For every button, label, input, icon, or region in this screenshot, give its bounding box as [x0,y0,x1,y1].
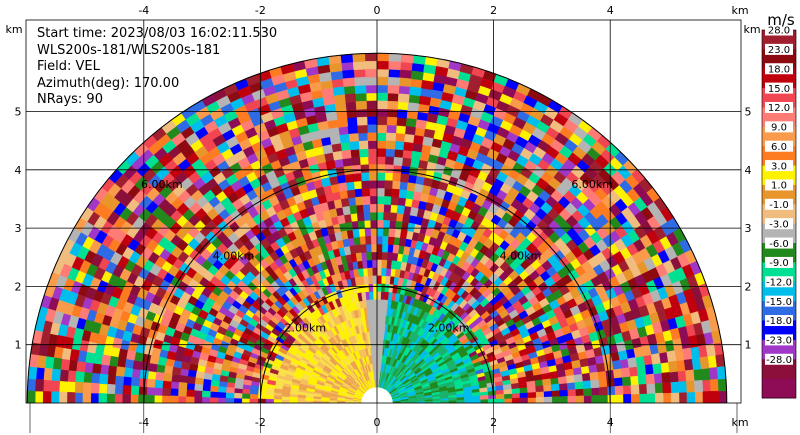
colorbar-label: -28.0 [766,355,792,366]
colorbar-label-bg [765,179,793,191]
colorbar-label-bg [765,121,793,133]
colorbar-label-bg [765,82,793,94]
y-unit-right: km [743,23,760,36]
colorbar-label: 15.0 [768,84,790,95]
y-tick-label-right: 4 [745,164,752,177]
colorbar-label: 18.0 [768,64,790,75]
colorbar-label-bg [765,24,793,36]
x-tick-label-top: -4 [138,4,149,17]
y-tick-label-right: 2 [745,280,752,293]
colorbar-label-bg [765,160,793,172]
y-tick-label-right: 5 [745,106,752,119]
colorbar-label-bg [765,63,793,75]
range-ring [26,52,728,404]
range-ring-label: 2.00km [428,321,470,334]
colorbar-label: -12.0 [766,277,792,288]
colorbar-label: -23.0 [766,336,792,347]
colorbar-label: 12.0 [768,103,790,114]
colorbar-label-bg [765,140,793,152]
x-tick-label-top: -2 [255,4,266,17]
colorbar-label-bg [765,256,793,268]
colorbar-label: 23.0 [768,45,790,56]
colorbar-label: -1.0 [769,200,789,211]
colorbar-label-bg [765,198,793,210]
colorbar-label: 1.0 [771,181,787,192]
colorbar-label-bg [765,295,793,307]
colorbar-label-bg [765,334,793,346]
colorbar-label: 9.0 [771,123,787,134]
y-tick-label-right: 3 [745,222,752,235]
field-cells [52,53,712,404]
colorbar-label: -3.0 [769,219,789,230]
nrays-value: NRays: 90 [37,92,103,107]
y-tick-label-left: 3 [15,222,22,235]
range-ring [143,169,611,404]
x-unit-bottom: km [731,416,748,429]
colorbar-label-bg [765,353,793,365]
colorbar-label-bg [765,43,793,55]
y-tick-label-left: 4 [15,164,22,177]
field-name: Field: VEL [37,59,100,74]
colorbar-label-bg [765,315,793,327]
instrument-name: WLS200s-181/WLS200s-181 [37,42,221,58]
range-ring-label: 6.00km [571,178,613,191]
azimuth-value: Azimuth(deg): 170.00 [37,75,180,91]
colorbar-label: -18.0 [766,316,792,327]
range-ring-label: 2.00km [284,321,326,334]
colorbar-label-bg [765,276,793,288]
colorbar-label: -6.0 [769,239,789,250]
colorbar-label: -9.0 [769,258,789,269]
y-tick-label-left: 2 [15,280,22,293]
range-ring-label: 4.00km [213,250,255,263]
colorbar-label: 6.0 [771,142,787,153]
range-rings: 2.00km 2.00km 4.00km 4.00km 6.00km 6.00km [26,52,728,404]
colorbar-label: 3.0 [771,161,787,172]
colorbar-unit: m/s [767,11,795,29]
y-tick-label-left: 1 [15,339,22,352]
colorbar: 28.0 23.0 18.0 15.0 12.0 9.0 6.0 3.0 1.0 -1.0 -3.0… [761,11,797,399]
colorbar-segment [762,378,796,399]
colorbar-label-bg [765,218,793,230]
colorbar-label: -15.0 [766,297,792,308]
start-time: Start time: 2023/08/03 16:02:11.530 [37,26,278,41]
y-unit-left: km [5,23,22,36]
colorbar-label-bg [765,101,793,113]
x-tick-label-top: 2 [490,4,497,17]
y-tick-label-right: 1 [745,339,752,352]
grid-lines [25,19,742,404]
y-tick-label-left: 5 [15,106,22,119]
x-tick-label-top: 4 [607,4,614,17]
plot-frame [25,19,742,404]
x-tick-label-top: 0 [374,4,381,17]
field-cells [28,53,693,404]
colorbar-label-bg [765,237,793,249]
colorbar-label: 28.0 [768,26,790,37]
range-ring-label: 4.00km [500,250,542,263]
x-unit-top: km [731,4,748,17]
scan-info: Start time: 2023/08/03 16:02:11.530 WLS2… [37,26,277,109]
range-ring [259,285,495,404]
range-ring-label: 6.00km [141,178,183,191]
